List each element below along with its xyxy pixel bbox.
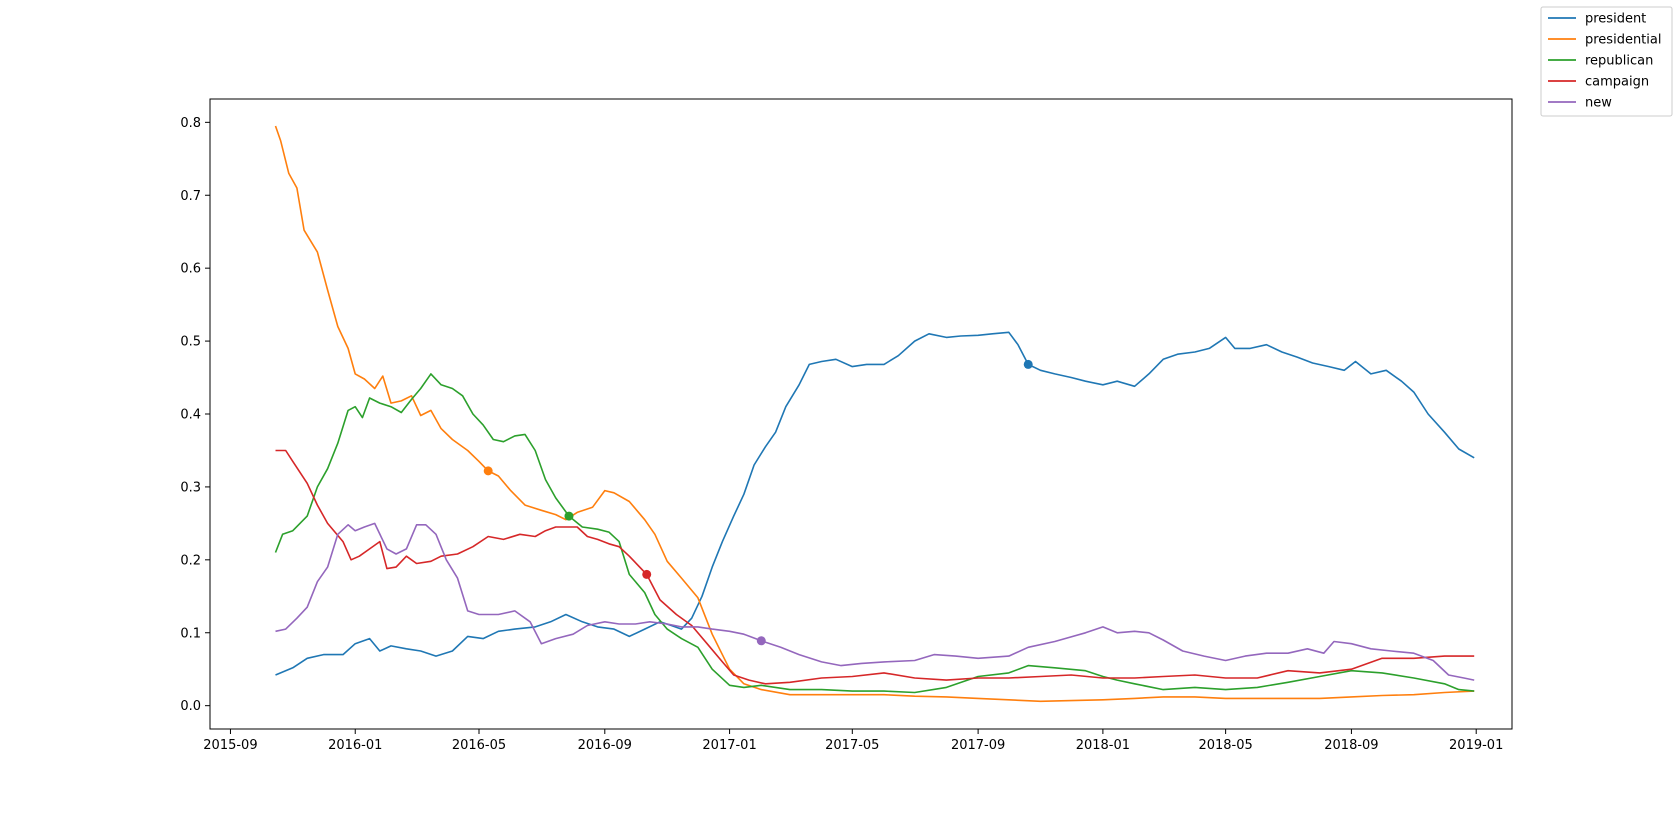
legend-label-presidential: presidential xyxy=(1585,33,1661,48)
series-line-new xyxy=(275,522,1475,681)
legend-label-republican: republican xyxy=(1585,54,1653,69)
y-tick-label: 0.0 xyxy=(180,699,201,714)
series-layer xyxy=(274,125,1475,703)
y-tick-label: 0.3 xyxy=(180,480,201,495)
x-tick-label: 2017-05 xyxy=(825,738,879,753)
series-marker-campaign xyxy=(642,569,652,579)
y-tick-label: 0.5 xyxy=(180,335,201,350)
y-axis: 0.0 0.1 0.2 0.3 0.4 0.5 0.6 0.7 0.8 xyxy=(180,116,210,714)
x-tick-label: 2016-01 xyxy=(328,738,382,753)
x-tick-label: 2016-05 xyxy=(452,738,506,753)
legend: president presidential republican campaign n… xyxy=(1540,6,1673,117)
x-tick-label: 2017-09 xyxy=(951,738,1005,753)
x-tick-label: 2018-09 xyxy=(1324,738,1378,753)
series-marker-president xyxy=(1023,359,1033,369)
x-tick-label: 2018-01 xyxy=(1076,738,1130,753)
series-line-republican xyxy=(274,373,1475,694)
y-tick-label: 0.7 xyxy=(180,189,201,204)
plot-frame xyxy=(209,98,1513,730)
series-marker-presidential xyxy=(483,466,493,476)
legend-label-new: new xyxy=(1585,96,1612,111)
legend-box xyxy=(1540,6,1673,117)
y-tick-label: 0.1 xyxy=(180,626,201,641)
series-line-presidential xyxy=(274,125,1475,703)
x-tick-label: 2019-01 xyxy=(1449,738,1503,753)
series-line-president xyxy=(275,331,1475,676)
y-tick-label: 0.4 xyxy=(180,408,201,423)
y-tick-label: 0.6 xyxy=(180,262,201,277)
legend-label-campaign: campaign xyxy=(1585,75,1649,90)
x-tick-label: 2015-09 xyxy=(203,738,257,753)
y-tick-label: 0.2 xyxy=(180,553,201,568)
series-line-campaign xyxy=(275,449,1475,685)
series-marker-new xyxy=(756,636,766,646)
x-tick-label: 2016-09 xyxy=(578,738,632,753)
y-tick-label: 0.8 xyxy=(180,116,201,131)
series-marker-republican xyxy=(564,511,574,521)
x-tick-label: 2017-01 xyxy=(702,738,756,753)
x-axis: 2015-09 2016-01 2016-05 2016-09 2017-01 2017-… xyxy=(203,729,1503,753)
x-tick-label: 2018-05 xyxy=(1198,738,1252,753)
legend-label-president: president xyxy=(1585,12,1646,27)
